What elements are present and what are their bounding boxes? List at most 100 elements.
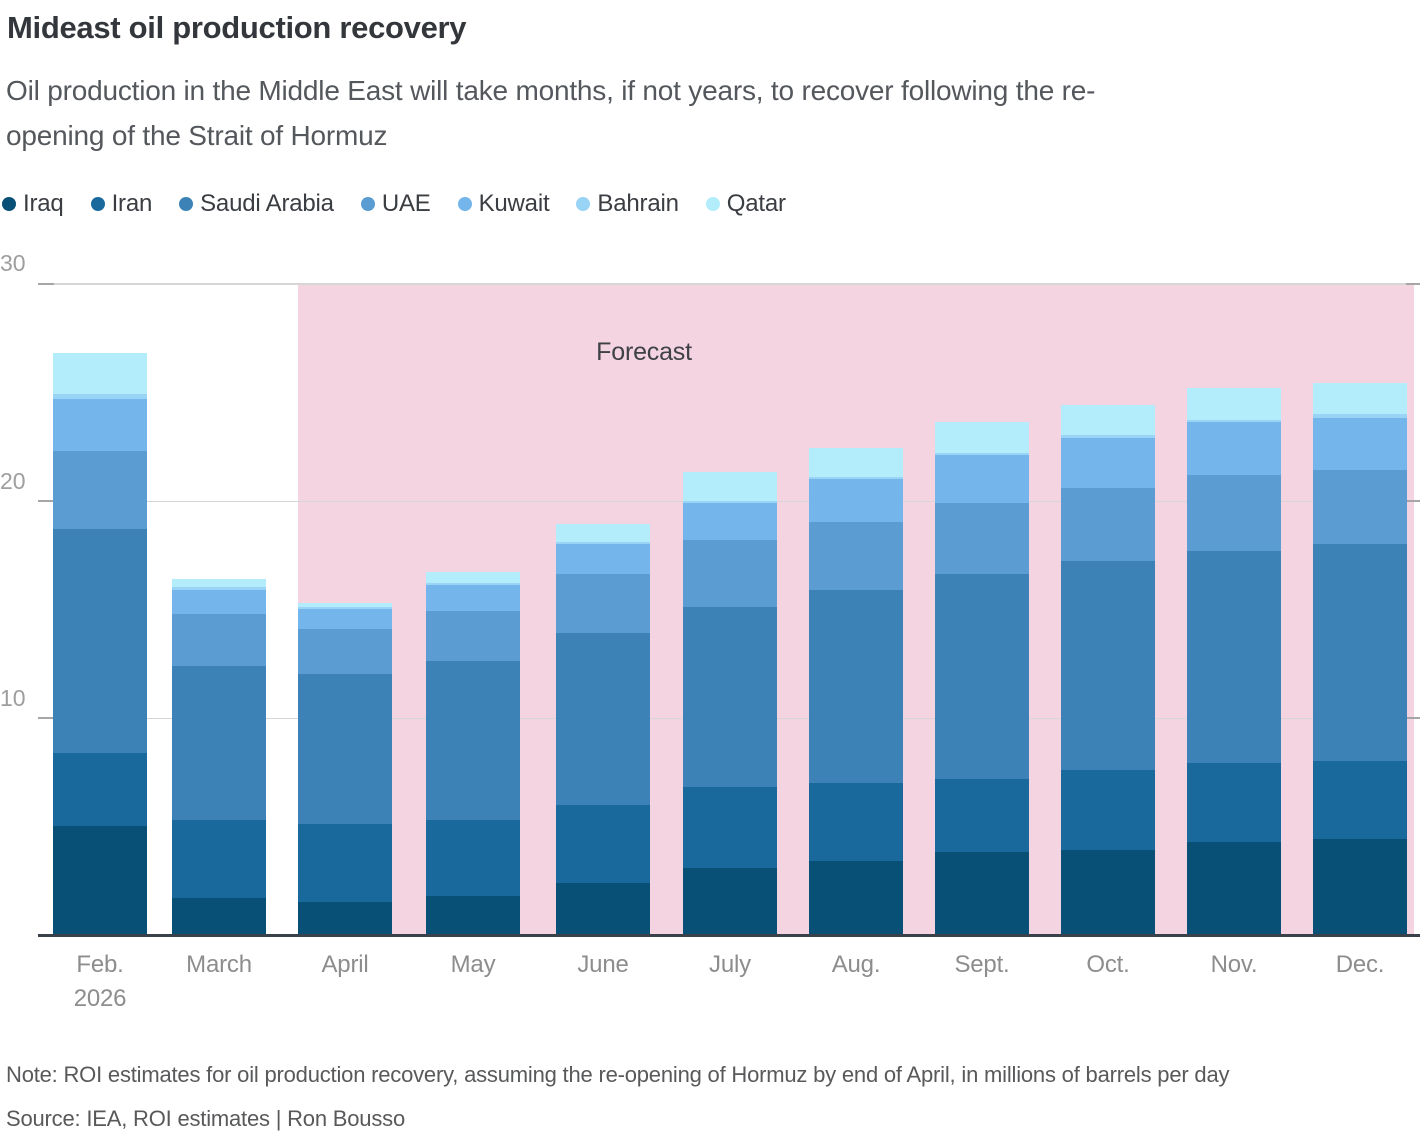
bar-segment-kuwait (1187, 422, 1281, 475)
legend-dot-icon (360, 197, 375, 211)
bar-segment-saudi-arabia (556, 633, 650, 805)
bar-segment-bahrain (1061, 435, 1155, 438)
bar-segment-iraq (683, 867, 777, 935)
bar-segment-saudi-arabia (298, 674, 392, 825)
chart-note: Note: ROI estimates for oil production r… (6, 1062, 1230, 1087)
bar-segment-bahrain (172, 587, 266, 590)
subtitle-line-1: Oil production in the Middle East will t… (6, 75, 1096, 106)
x-axis-label-aug-: Aug. (831, 951, 881, 978)
legend-item-kuwait: Kuwait (457, 190, 550, 218)
y-tick-label-30: 30 (0, 250, 26, 277)
bar-segment-qatar (556, 524, 650, 542)
bar-segment-uae (298, 628, 392, 675)
x-axis-label-dec-: Dec. (1335, 951, 1385, 978)
legend-item-iran: Iran (90, 190, 153, 218)
bar-segment-iran (809, 782, 903, 862)
bar-segment-qatar (1187, 387, 1281, 421)
chart-source: Source: IEA, ROI estimates | Ron Bousso (6, 1106, 405, 1131)
bar-segment-uae (935, 502, 1029, 575)
bar-segment-kuwait (556, 544, 650, 575)
x-axis-label-may: May (450, 951, 496, 978)
bar-segment-iraq (172, 898, 266, 935)
bar-segment-iraq (1313, 839, 1407, 935)
bar-segment-saudi-arabia (683, 607, 777, 788)
legend-dot-icon (705, 197, 720, 211)
legend-label: Iran (111, 190, 153, 217)
x-axis-label-march: March (186, 951, 252, 978)
bar-segment-kuwait (426, 585, 520, 612)
bar-segment-saudi-arabia (426, 661, 520, 820)
legend-dot-icon (90, 197, 105, 211)
bar-segment-qatar (683, 472, 777, 501)
legend-item-uae: UAE (360, 190, 431, 218)
legend-dot-icon (457, 197, 472, 211)
bar-segment-saudi-arabia (172, 665, 266, 820)
bar-segment-iran (53, 752, 147, 827)
legend-dot-icon (2, 197, 16, 211)
bar-segment-kuwait (809, 478, 903, 523)
bar-segment-bahrain (683, 500, 777, 503)
bar-segment-saudi-arabia (935, 574, 1029, 779)
bar-segment-uae (426, 611, 520, 662)
bar-segment-bahrain (298, 607, 392, 610)
bar-segment-qatar (53, 352, 147, 395)
legend-dot-icon (179, 197, 194, 211)
bar-segment-qatar (298, 602, 392, 608)
bar-segment-saudi-arabia (1313, 544, 1407, 762)
x-axis-label-feb-2026: Feb. 2026 (73, 951, 127, 1012)
bar-segment-iraq (426, 895, 520, 935)
bar-segment-iran (556, 804, 650, 883)
bar-segment-uae (809, 522, 903, 590)
x-axis-label-nov-: Nov. (1210, 951, 1258, 978)
legend: Iraq Iran Saudi Arabia UAE Kuwait Bahrain Qata… (2, 190, 813, 218)
bar-segment-iraq (1061, 850, 1155, 935)
x-axis-label-june: June (577, 951, 629, 978)
y-tick-right-10 (1406, 717, 1420, 720)
gridline-30 (38, 283, 1420, 285)
bar-segment-uae (1061, 487, 1155, 562)
bar-segment-bahrain (935, 452, 1029, 455)
bar-segment-bahrain (1313, 413, 1407, 419)
bar-segment-iraq (809, 861, 903, 935)
bar-segment-iran (172, 819, 266, 899)
bar-segment-saudi-arabia (1187, 550, 1281, 764)
legend-item-qatar: Qatar (705, 190, 786, 218)
y-tick-left-20 (38, 500, 54, 503)
x-axis-label-sept-: Sept. (954, 951, 1010, 978)
forecast-label: Forecast (596, 338, 692, 366)
legend-label: UAE (381, 190, 431, 217)
x-axis-baseline (38, 933, 1420, 937)
bar-segment-iraq (556, 882, 650, 935)
bar-segment-iran (298, 824, 392, 903)
bar-segment-saudi-arabia (809, 589, 903, 783)
bar-segment-iran (1061, 769, 1155, 851)
y-tick-right-20 (1406, 500, 1420, 503)
chart-subtitle: Oil production in the Middle East will t… (6, 68, 1095, 158)
y-tick-right-30 (1406, 282, 1420, 285)
bar-segment-saudi-arabia (1061, 561, 1155, 770)
bar-segment-saudi-arabia (53, 528, 147, 753)
y-tick-left-10 (38, 717, 54, 720)
bar-segment-uae (1313, 470, 1407, 545)
bar-segment-iran (683, 787, 777, 868)
bar-segment-uae (683, 539, 777, 608)
bar-segment-iraq (1187, 841, 1281, 935)
bar-segment-qatar (426, 572, 520, 584)
bar-segment-qatar (1313, 383, 1407, 414)
bar-segment-kuwait (53, 398, 147, 451)
y-tick-label-20: 20 (0, 467, 26, 494)
y-tick-label-10: 10 (0, 684, 26, 711)
bar-segment-bahrain (426, 583, 520, 586)
x-axis-label-april: April (321, 951, 369, 978)
legend-label: Qatar (726, 190, 786, 217)
bar-segment-kuwait (172, 589, 266, 614)
legend-label: Saudi Arabia (200, 190, 334, 217)
page-title: Mideast oil production recovery (7, 10, 467, 45)
bar-segment-iran (935, 778, 1029, 853)
legend-item-iraq: Iraq (2, 190, 64, 218)
bar-segment-uae (556, 574, 650, 634)
bar-segment-kuwait (683, 502, 777, 540)
bar-segment-qatar (172, 578, 266, 588)
legend-dot-icon (576, 197, 591, 211)
